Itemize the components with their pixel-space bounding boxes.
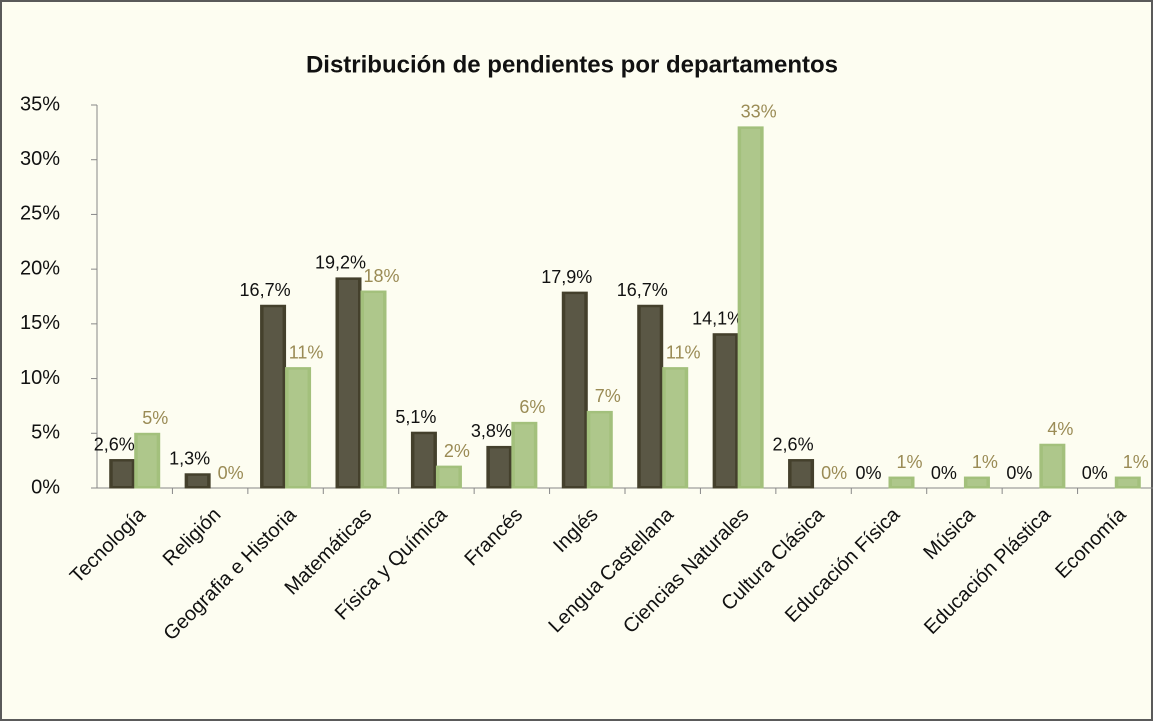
bar bbox=[511, 421, 538, 489]
data-label: 14,1% bbox=[692, 308, 743, 328]
bar-shine bbox=[741, 128, 761, 486]
bar bbox=[184, 473, 211, 489]
bar bbox=[637, 304, 664, 489]
bar bbox=[737, 126, 764, 489]
data-label: 11% bbox=[289, 342, 324, 362]
bar bbox=[134, 432, 161, 489]
bar-shine bbox=[188, 475, 208, 486]
data-label: 1% bbox=[896, 452, 922, 472]
bar bbox=[1114, 476, 1141, 489]
bar bbox=[360, 290, 387, 489]
data-label: 0% bbox=[1082, 463, 1108, 483]
bar-shine bbox=[892, 479, 911, 486]
y-tick-label: 10% bbox=[20, 367, 60, 389]
data-label: 1% bbox=[1123, 452, 1149, 472]
data-label: 1% bbox=[972, 452, 998, 472]
data-label: 2,6% bbox=[773, 434, 814, 454]
data-label: 16,7% bbox=[617, 280, 668, 300]
data-label: 33% bbox=[741, 102, 777, 122]
y-tick-label: 25% bbox=[20, 203, 60, 225]
data-label: 0% bbox=[931, 463, 957, 483]
bar-shine bbox=[716, 335, 736, 486]
bar bbox=[561, 291, 588, 489]
bar bbox=[335, 277, 362, 489]
data-label: 0% bbox=[218, 463, 244, 483]
data-label: 2,6% bbox=[94, 434, 135, 454]
data-label: 4% bbox=[1047, 419, 1073, 439]
data-label: 19,2% bbox=[315, 253, 366, 273]
bar-shine bbox=[1042, 446, 1062, 486]
bar bbox=[435, 465, 462, 489]
data-label: 1,3% bbox=[169, 449, 210, 469]
data-label: 5% bbox=[142, 408, 168, 428]
bar-shine bbox=[364, 293, 383, 486]
data-label: 6% bbox=[519, 397, 545, 417]
bar-shine bbox=[112, 461, 132, 486]
data-label: 7% bbox=[595, 386, 621, 406]
bar-shine bbox=[590, 413, 610, 486]
bar-shine bbox=[1118, 479, 1138, 486]
bar bbox=[410, 431, 437, 489]
y-tick-label: 35% bbox=[20, 93, 60, 115]
y-tick-label: 20% bbox=[20, 257, 60, 279]
bar bbox=[285, 367, 312, 489]
bar bbox=[1039, 443, 1066, 489]
bar-shine bbox=[263, 307, 283, 486]
bar-shine bbox=[137, 435, 157, 486]
bar-shine bbox=[288, 369, 308, 486]
bar-shine bbox=[665, 369, 685, 486]
bar bbox=[963, 476, 990, 489]
bar bbox=[586, 410, 613, 489]
bar bbox=[712, 333, 739, 489]
bar bbox=[888, 476, 915, 489]
y-tick-label: 30% bbox=[20, 148, 60, 170]
bar bbox=[260, 304, 287, 489]
data-label: 0% bbox=[821, 463, 847, 483]
data-label: 18% bbox=[363, 266, 399, 286]
y-tick-label: 15% bbox=[20, 312, 60, 334]
bar bbox=[109, 459, 136, 489]
bar-shine bbox=[514, 424, 534, 486]
bar-shine bbox=[489, 448, 509, 486]
bar bbox=[662, 367, 689, 489]
y-tick-label: 0% bbox=[31, 476, 60, 498]
data-label: 17,9% bbox=[541, 267, 592, 287]
data-label: 2% bbox=[444, 441, 470, 461]
bar-shine bbox=[967, 479, 987, 486]
bar-shine bbox=[640, 307, 660, 486]
bar-shine bbox=[414, 434, 434, 486]
data-label: 3,8% bbox=[471, 421, 512, 441]
data-label: 0% bbox=[1006, 463, 1032, 483]
data-label: 16,7% bbox=[240, 280, 291, 300]
bar-shine bbox=[565, 294, 585, 486]
chart-title: Distribución de pendientes por departame… bbox=[306, 51, 838, 78]
bar-shine bbox=[339, 279, 358, 486]
bar-shine bbox=[439, 468, 459, 486]
y-tick-label: 5% bbox=[31, 422, 60, 444]
data-label: 0% bbox=[855, 463, 881, 483]
bar-shine bbox=[791, 461, 811, 486]
bar bbox=[788, 459, 815, 489]
data-label: 11% bbox=[666, 342, 701, 362]
data-label: 5,1% bbox=[395, 407, 436, 427]
